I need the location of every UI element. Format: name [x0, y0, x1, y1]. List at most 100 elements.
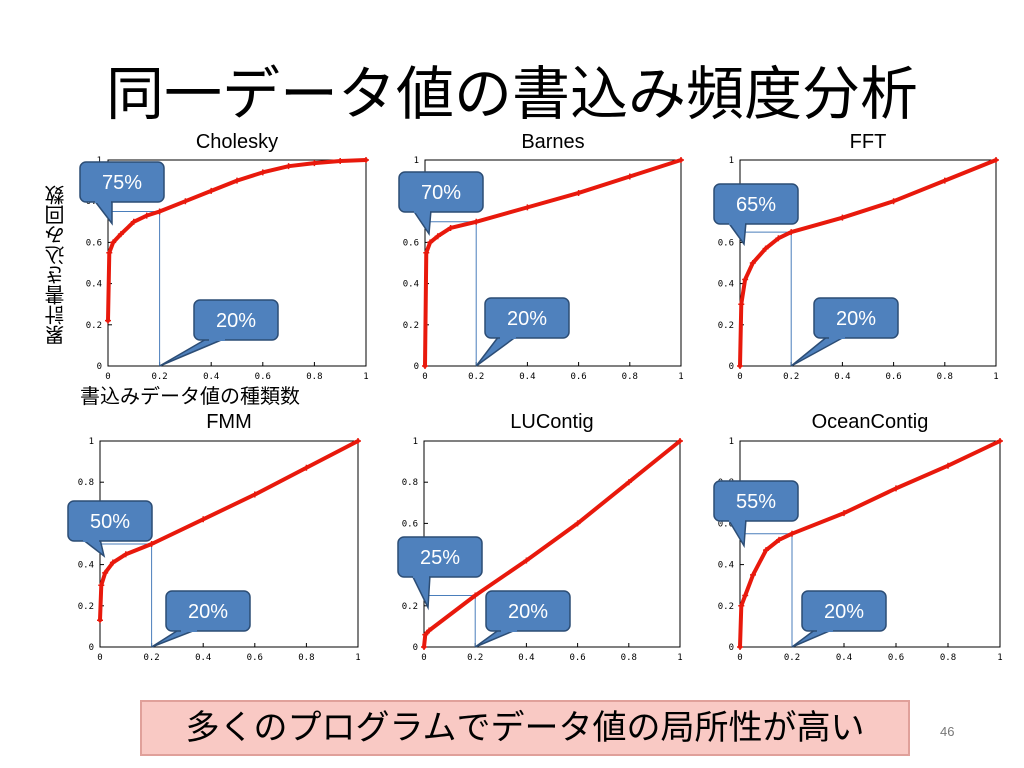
y-tick-label: 0.6	[402, 519, 418, 529]
data-point	[749, 260, 756, 266]
data-point	[677, 438, 683, 444]
x-tick-label: 0	[97, 653, 102, 663]
callout-label: 70%	[421, 182, 461, 204]
data-point	[750, 571, 756, 578]
data-point	[200, 516, 207, 523]
data-point	[251, 491, 258, 498]
guide-line	[108, 211, 161, 366]
callout-joint	[83, 538, 99, 542]
data-point	[106, 249, 113, 256]
callout-x-value: 20%	[791, 590, 887, 648]
x-tick-label: 0	[737, 372, 742, 382]
x-tick-label: 0.2	[468, 372, 484, 382]
callout-x-value: 20%	[790, 297, 899, 367]
callout-pointer	[92, 199, 113, 226]
callout-y-value: 25%	[397, 536, 483, 611]
x-tick-label: 0	[105, 372, 110, 382]
callout-label: 55%	[736, 491, 776, 513]
callout-box	[801, 590, 887, 632]
y-tick-label: 0.4	[78, 561, 94, 571]
x-tick-label: 0.2	[467, 653, 483, 663]
y-tick-label: 1	[89, 437, 94, 447]
y-tick-label: 0.2	[78, 602, 94, 612]
x-tick-label: 0.6	[570, 372, 586, 382]
data-point	[427, 239, 434, 246]
data-point	[423, 249, 430, 256]
y-tick-label: 0.2	[718, 602, 734, 612]
x-tick-label: 0.4	[195, 653, 211, 663]
callout-pointer	[790, 335, 847, 367]
data-point	[156, 208, 163, 215]
data-point	[363, 157, 369, 163]
chart-title: Barnes	[521, 131, 585, 153]
data-point	[839, 214, 846, 221]
data-point	[426, 627, 433, 634]
data-point	[122, 551, 129, 558]
callout-y-value: 75%	[79, 161, 165, 226]
data-point	[776, 536, 782, 543]
data-point	[789, 530, 795, 537]
callout-label: 20%	[216, 310, 256, 332]
callout-box	[397, 536, 483, 578]
callout-y-value: 55%	[713, 480, 799, 549]
x-tick-label: 1	[677, 653, 682, 663]
y-tick-label: 0.4	[718, 280, 734, 290]
chart-title: Cholesky	[195, 131, 279, 153]
chart-title: OceanContig	[811, 411, 929, 433]
data-point	[737, 644, 743, 650]
data-point	[97, 617, 103, 624]
callout-joint	[95, 199, 111, 203]
callout-y-value: 50%	[67, 500, 153, 558]
data-point	[788, 229, 795, 236]
x-tick-label: 0.2	[784, 653, 800, 663]
data-point	[742, 276, 749, 283]
data-point	[311, 160, 318, 167]
x-tick-label: 0.6	[885, 372, 901, 382]
data-point	[355, 438, 361, 444]
callout-joint	[729, 518, 745, 522]
callout-box	[398, 171, 484, 213]
chart-title: FMM	[206, 411, 252, 433]
data-point	[110, 239, 117, 246]
callout-box	[79, 161, 165, 203]
data-point	[762, 245, 769, 252]
data-point	[148, 541, 155, 547]
page-number: 46	[940, 724, 955, 739]
data-point	[422, 363, 428, 369]
y-tick-label: 0.2	[86, 321, 102, 331]
data-point	[285, 163, 292, 170]
x-tick-label: 0	[421, 653, 426, 663]
data-point	[945, 462, 951, 469]
chart-title: FFT	[849, 131, 887, 153]
data-point	[117, 231, 124, 238]
data-point	[737, 363, 743, 369]
data-point	[98, 582, 105, 589]
y-tick-label: 0	[97, 362, 102, 372]
data-point	[130, 218, 137, 225]
callout-joint	[414, 209, 430, 213]
plot-frame	[739, 159, 997, 367]
series-line	[98, 439, 360, 623]
data-point	[102, 569, 109, 576]
x-tick-label: 0.6	[569, 653, 585, 663]
x-tick-label: 0.2	[143, 653, 159, 663]
callout-box	[165, 590, 251, 632]
slide-title: 同一データ値の書込み頻度分析	[105, 60, 918, 128]
x-tick-label: 1	[355, 653, 360, 663]
x-tick-label: 0.6	[247, 653, 263, 663]
callout-box	[813, 297, 899, 339]
y-tick-label: 0	[413, 643, 418, 653]
data-point	[574, 520, 581, 527]
data-point	[105, 317, 111, 324]
callout-box	[713, 183, 799, 225]
y-tick-label: 0.8	[402, 478, 418, 488]
data-point	[472, 592, 479, 599]
data-point	[234, 177, 240, 184]
data-point	[738, 602, 745, 609]
data-point	[575, 189, 582, 196]
x-tick-label: 1	[678, 372, 683, 382]
data-point	[109, 559, 116, 566]
